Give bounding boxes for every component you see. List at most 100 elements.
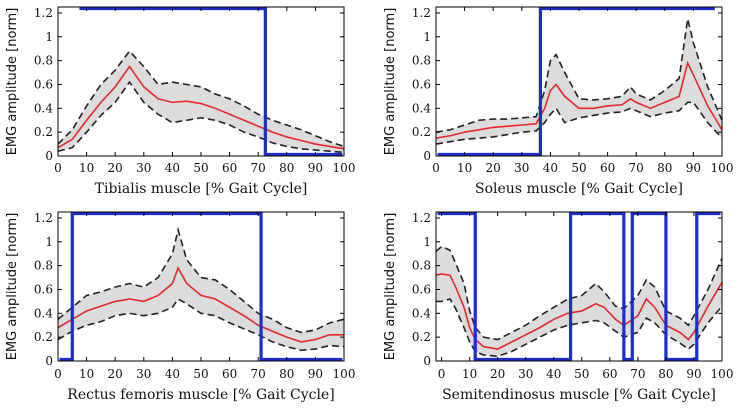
x-tick-label: 70 (251, 161, 266, 175)
y-tick-label: 0 (45, 149, 53, 163)
x-tick-label: 50 (574, 367, 589, 381)
x-tick-label: 80 (658, 367, 673, 381)
sd-band (436, 246, 722, 357)
y-tick-label: 1 (423, 235, 431, 249)
upper-sd-line (435, 245, 723, 341)
x-axis-label: Tibialis muscle [% Gait Cycle] (95, 181, 308, 197)
x-tick-label: 0 (432, 161, 440, 175)
activation-phase-trace (437, 211, 721, 362)
lower-sd-line (57, 297, 345, 352)
x-tick-label: 100 (711, 161, 734, 175)
y-tick-label: 0.4 (34, 306, 53, 320)
y-tick-label: 0 (45, 354, 53, 368)
x-axis-label: Semitendinosus muscle [% Gait Cycle] (442, 387, 716, 403)
axes-frame (435, 211, 723, 362)
x-tick-label: 30 (136, 161, 151, 175)
x-tick-label: 60 (600, 161, 615, 175)
lower-sd-line (435, 101, 723, 145)
y-tick-label: 0.4 (412, 101, 431, 115)
x-tick-label: 20 (108, 161, 123, 175)
x-tick-label: 10 (79, 367, 94, 381)
x-tick-label: 50 (193, 161, 208, 175)
upper-sd-line (57, 226, 345, 334)
y-tick-label: 0.2 (412, 330, 431, 344)
x-tick-label: 70 (630, 367, 645, 381)
mean-line (435, 273, 723, 350)
x-axis-label: Soleus muscle [% Gait Cycle] (475, 181, 683, 197)
x-axis-label: Rectus femoris muscle [% Gait Cycle] (67, 387, 334, 403)
x-tick-label: 20 (490, 367, 505, 381)
x-tick-label: 30 (518, 367, 533, 381)
y-tick-label: 0 (423, 354, 431, 368)
y-tick-label: 1 (45, 235, 53, 249)
x-tick-label: 20 (108, 367, 123, 381)
chart-panel-2: 0 10 20 30 40 50 60 70 80 90 100 0 0.2 0.4 0.6 0.8 1 1.2 S… (383, 6, 733, 197)
activation-phase-trace (59, 211, 343, 362)
lower-sd-line (57, 80, 345, 154)
x-tick-label: 10 (462, 367, 477, 381)
x-tick-label: 40 (165, 161, 180, 175)
y-tick-label: 1.2 (412, 6, 431, 20)
y-tick-label: 0.8 (412, 259, 431, 273)
x-tick-label: 60 (222, 161, 237, 175)
chart-panel-3: 0 10 20 30 40 50 60 70 80 90 100 0 0.2 0.4 0.6 0.8 1 1.2 R… (5, 211, 355, 403)
y-tick-label: 0.6 (412, 282, 431, 296)
y-tick-label: 0.4 (34, 101, 53, 115)
upper-sd-line (57, 49, 345, 148)
sd-band (58, 51, 344, 153)
mean-line (57, 65, 345, 150)
y-tick-label: 1.2 (412, 211, 431, 225)
sd-band (58, 229, 344, 351)
x-tick-label: 50 (571, 161, 586, 175)
x-tick-label: 40 (165, 367, 180, 381)
mean-line (57, 266, 344, 343)
mean-line (435, 60, 723, 139)
x-tick-label: 10 (79, 161, 94, 175)
y-tick-label: 0.6 (34, 282, 53, 296)
y-tick-label: 0.2 (412, 125, 431, 139)
y-tick-label: 1.2 (34, 6, 53, 20)
y-axis-label: EMG amplitude [norm] (5, 213, 20, 361)
x-tick-label: 0 (438, 367, 446, 381)
x-tick-label: 60 (222, 367, 237, 381)
chart-panel-4: 0 10 20 30 40 50 60 70 80 90 100 0 0.2 0.4 0.6 0.8 1 1.2 S… (383, 211, 733, 403)
x-tick-label: 20 (486, 161, 501, 175)
y-tick-label: 1 (45, 30, 53, 44)
x-tick-label: 0 (54, 367, 62, 381)
x-tick-label: 90 (308, 367, 323, 381)
y-tick-label: 0.8 (412, 54, 431, 68)
x-tick-label: 100 (333, 367, 356, 381)
x-tick-label: 90 (308, 161, 323, 175)
x-tick-label: 100 (711, 367, 734, 381)
x-tick-label: 40 (546, 367, 561, 381)
y-axis-label: EMG amplitude [norm] (383, 8, 398, 156)
y-tick-label: 1 (423, 30, 431, 44)
x-tick-label: 80 (279, 161, 294, 175)
y-tick-label: 0.6 (412, 77, 431, 91)
y-tick-label: 1.2 (34, 211, 53, 225)
x-tick-label: 30 (514, 161, 529, 175)
x-tick-label: 0 (54, 161, 62, 175)
x-tick-label: 90 (686, 367, 701, 381)
x-tick-label: 60 (602, 367, 617, 381)
upper-sd-line (435, 18, 723, 133)
y-axis-label: EMG amplitude [norm] (5, 8, 20, 156)
x-tick-label: 90 (686, 161, 701, 175)
x-tick-label: 100 (333, 161, 356, 175)
y-tick-label: 0.2 (34, 330, 53, 344)
y-tick-label: 0.8 (34, 54, 53, 68)
y-tick-label: 0.6 (34, 77, 53, 91)
sd-band (436, 18, 722, 145)
y-axis-label: EMG amplitude [norm] (383, 213, 398, 361)
chart-panel-1: 0 10 20 30 40 50 60 70 80 90 100 0 0.2 0.4 0.6 0.8 1 1.2 T… (5, 6, 355, 197)
x-tick-label: 50 (193, 367, 208, 381)
x-tick-label: 80 (657, 161, 672, 175)
y-tick-label: 0 (423, 149, 431, 163)
x-tick-label: 40 (543, 161, 558, 175)
x-tick-label: 30 (136, 367, 151, 381)
x-tick-label: 70 (629, 161, 644, 175)
x-tick-label: 80 (279, 367, 294, 381)
y-tick-label: 0.2 (34, 125, 53, 139)
lower-sd-line (436, 298, 723, 358)
